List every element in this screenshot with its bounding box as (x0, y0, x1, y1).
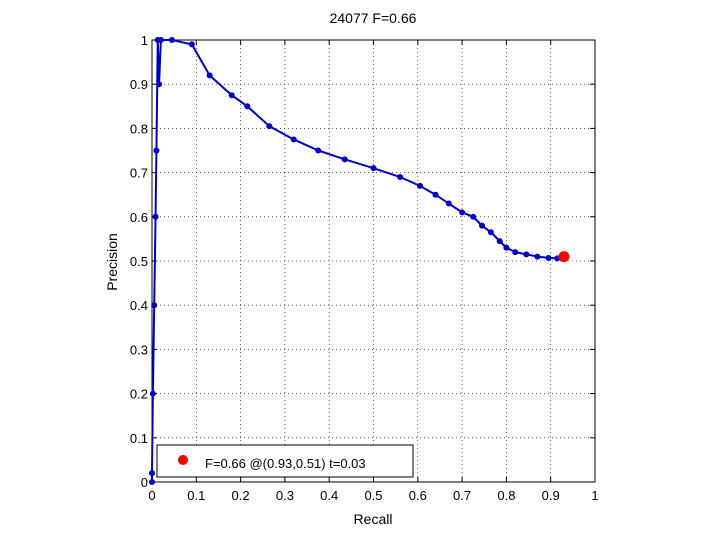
x-tick-label: 0.7 (453, 488, 471, 503)
x-tick-label: 1 (591, 488, 598, 503)
data-point (244, 103, 251, 110)
highlight-layer (558, 251, 570, 263)
data-point (479, 222, 486, 229)
x-tick-label: 0.6 (409, 488, 427, 503)
data-point (503, 244, 510, 251)
data-point (459, 209, 466, 216)
x-tick-label: 0.4 (320, 488, 338, 503)
x-tick-label: 0.5 (364, 488, 382, 503)
data-point (153, 147, 160, 154)
data-point (149, 479, 155, 485)
x-tick-label: 0.3 (276, 488, 294, 503)
y-tick-label: 0.6 (130, 210, 148, 225)
x-axis-ticks: 0 0.1 0.2 0.3 0.4 0.5 0.6 0.7 0.8 0.9 1 (148, 40, 599, 503)
data-point (315, 147, 322, 154)
data-point (156, 81, 163, 88)
chart-title: 24077 F=0.66 (330, 10, 417, 26)
data-point (445, 200, 452, 207)
y-tick-label: 0.3 (130, 342, 148, 357)
data-point (149, 470, 155, 477)
data-point (397, 174, 404, 181)
y-axis-ticks: 0 0.1 0.2 0.3 0.4 0.5 0.6 0.7 0.8 0.9 1 (130, 33, 595, 490)
data-point (545, 254, 552, 261)
data-point (523, 251, 530, 258)
y-tick-label: 0.7 (130, 166, 148, 181)
legend-box (156, 444, 414, 478)
data-point (432, 191, 439, 198)
data-point (341, 156, 348, 163)
data-point (228, 92, 235, 99)
y-tick-label: 0.2 (130, 387, 148, 402)
x-tick-label: 0 (148, 488, 155, 503)
data-point (157, 37, 164, 43)
data-point (470, 213, 477, 220)
y-tick-label: 0.8 (130, 121, 148, 136)
x-tick-label: 0.2 (232, 488, 250, 503)
data-point (512, 249, 519, 256)
y-tick-label: 0.1 (130, 431, 148, 446)
y-tick-label: 0.4 (130, 298, 148, 313)
y-tick-label: 0.5 (130, 254, 148, 269)
data-point (152, 213, 159, 220)
data-point (168, 37, 175, 43)
series-layer (149, 37, 567, 485)
data-point (290, 136, 297, 143)
data-point (266, 123, 273, 130)
y-axis-label: Precision (104, 233, 120, 291)
data-point (149, 390, 156, 397)
x-axis-label: Recall (354, 511, 393, 527)
x-tick-label: 0.9 (542, 488, 560, 503)
y-tick-label: 1 (141, 33, 148, 48)
data-point (534, 253, 541, 260)
legend-marker (178, 455, 188, 465)
legend-label: F=0.66 @(0.93,0.51) t=0.03 (205, 456, 366, 471)
data-point (151, 302, 158, 309)
data-point (370, 165, 377, 172)
y-tick-label: 0 (141, 475, 148, 490)
data-point (487, 229, 494, 236)
best-f-point (558, 251, 570, 263)
y-tick-label: 0.9 (130, 77, 148, 92)
data-point (496, 238, 503, 245)
data-point (206, 72, 213, 79)
legend: F=0.66 @(0.93,0.51) t=0.03 (156, 444, 414, 478)
data-point (188, 41, 195, 48)
grid-lines (152, 40, 595, 482)
data-point (417, 182, 424, 189)
x-tick-label: 0.1 (187, 488, 205, 503)
x-tick-label: 0.8 (497, 488, 515, 503)
